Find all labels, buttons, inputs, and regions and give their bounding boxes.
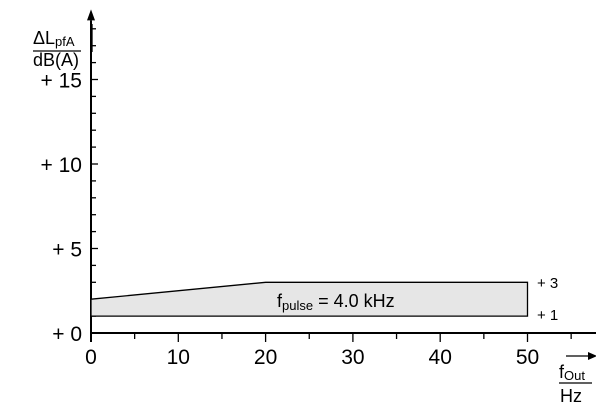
- x-tick-label: 10: [167, 346, 190, 369]
- y-axis-arrow: [87, 9, 95, 21]
- band-area: [90, 281, 529, 317]
- annotation-lower: + 1: [537, 307, 558, 324]
- y-axis-label-main: ΔLpfA: [33, 28, 75, 49]
- y-tick-label: + 5: [52, 239, 82, 262]
- y-tick-label: + 15: [41, 70, 82, 93]
- annotation-upper: + 3: [537, 275, 558, 292]
- y-tick-label: + 0: [52, 323, 82, 346]
- x-axis-label-unit: Hz: [560, 386, 582, 406]
- band-polygon: [90, 281, 529, 317]
- y-axis-label-unit: dB(A): [33, 50, 79, 70]
- x-label-arrow-head: [588, 352, 596, 360]
- band-label: fpulse = 4.0 kHz: [277, 291, 395, 313]
- labels: ΔLpfA dB(A) fOut Hz fpulse = 4.0 kHz + 3…: [33, 28, 592, 406]
- x-axis-label-main: fOut: [559, 362, 585, 383]
- x-tick-label: 40: [429, 346, 452, 369]
- x-tick-label: 20: [254, 346, 277, 369]
- y-tick-label: + 10: [41, 154, 82, 177]
- x-tick-label: 30: [341, 346, 364, 369]
- x-tick-label: 0: [85, 346, 97, 369]
- axes: 0 10 20 30 40 50 + 0 + 5 + 10 + 15: [41, 9, 596, 369]
- x-tick-label: 50: [516, 346, 539, 369]
